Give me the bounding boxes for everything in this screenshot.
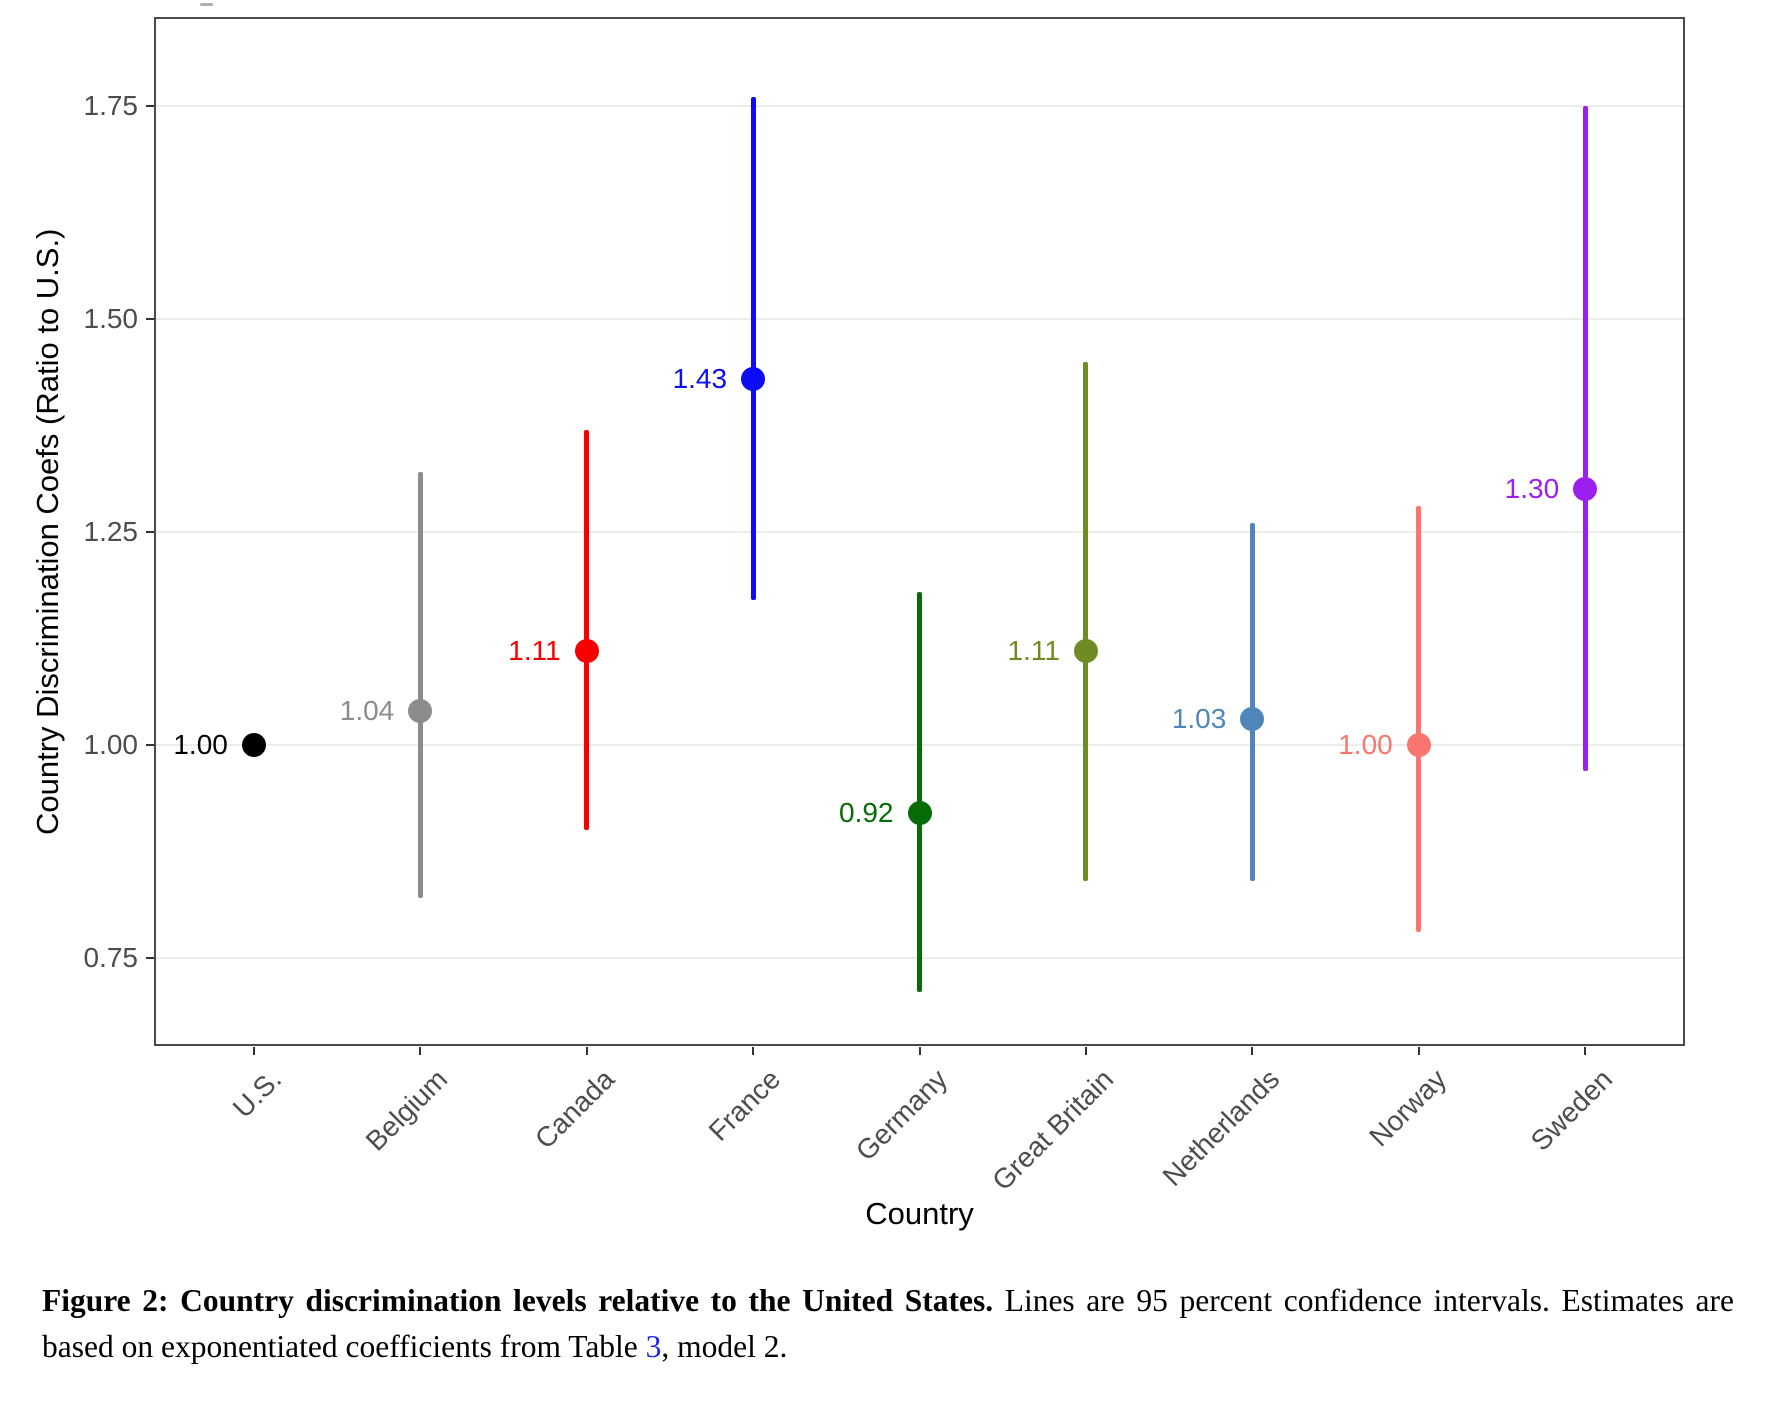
ci-line-france xyxy=(750,97,756,601)
point-norway xyxy=(1406,733,1431,757)
caption-bold-text: Country discrimination levels relative t… xyxy=(180,1283,994,1318)
x-axis-tick xyxy=(1417,1047,1420,1055)
x-axis-tick xyxy=(252,1047,255,1055)
x-tick-label: France xyxy=(702,1063,787,1147)
point-canada xyxy=(574,639,599,664)
point-great-britain xyxy=(1073,639,1098,664)
x-axis-tick xyxy=(918,1047,921,1055)
value-label: 1.00 xyxy=(1338,729,1393,760)
x-tick-label: Norway xyxy=(1362,1063,1452,1153)
x-tick-label: Canada xyxy=(528,1063,620,1155)
value-label: 1.11 xyxy=(1007,635,1060,667)
table-3-link[interactable]: 3 xyxy=(645,1329,662,1364)
y-tick-label: 1.00 xyxy=(83,729,139,760)
value-label: 0.92 xyxy=(839,797,894,829)
value-label: 1.11 xyxy=(508,635,561,667)
ci-line-netherlands xyxy=(1249,523,1255,882)
x-tick-label: U.S. xyxy=(226,1063,288,1124)
caption-text-before-link: Lines are 95 percent confidence interval… xyxy=(42,1283,1735,1364)
y-axis-tick xyxy=(146,531,154,533)
value-label: 1.00 xyxy=(173,729,228,760)
x-axis-tick xyxy=(1084,1047,1087,1055)
point-netherlands xyxy=(1240,707,1265,732)
value-label: 1.30 xyxy=(1504,473,1560,505)
stray-mark xyxy=(200,3,213,6)
point-belgium xyxy=(408,698,433,723)
x-axis-tick xyxy=(419,1047,422,1055)
y-gridline xyxy=(156,105,1683,107)
ci-line-great-britain xyxy=(1083,361,1089,882)
ci-line-sweden xyxy=(1582,106,1588,771)
x-tick-label: Germany xyxy=(849,1063,953,1167)
y-gridline xyxy=(156,531,1683,533)
ci-line-germany xyxy=(917,591,922,993)
y-axis-tick xyxy=(146,957,154,959)
x-tick-label: Netherlands xyxy=(1156,1063,1286,1192)
x-tick-label: Sweden xyxy=(1524,1063,1619,1157)
y-tick-label: 1.75 xyxy=(83,90,139,121)
x-axis-title: Country xyxy=(865,1196,974,1231)
x-tick-label: Great Britain xyxy=(986,1063,1120,1197)
ci-line-canada xyxy=(584,429,590,831)
y-tick-label: 1.50 xyxy=(83,303,139,334)
caption-text-after-link: , model 2. xyxy=(661,1329,788,1364)
figure-caption: Figure 2: Country discrimination levels … xyxy=(42,1278,1734,1370)
point-germany xyxy=(907,801,932,826)
y-axis-tick xyxy=(146,105,154,107)
ci-line-belgium xyxy=(417,472,423,899)
y-axis-tick xyxy=(146,318,154,320)
ci-line-norway xyxy=(1416,506,1422,933)
value-label: 1.04 xyxy=(339,694,395,726)
x-axis-tick xyxy=(1584,1047,1587,1055)
caption-figure-label: Figure 2: xyxy=(42,1283,169,1318)
y-gridline xyxy=(156,318,1683,320)
y-axis-tick xyxy=(146,744,154,746)
x-tick-label: Belgium xyxy=(360,1063,454,1157)
x-axis-tick xyxy=(1251,1047,1254,1055)
x-axis-tick xyxy=(585,1047,588,1055)
point-sweden xyxy=(1573,477,1598,502)
value-label: 1.43 xyxy=(672,362,728,394)
point-u-s- xyxy=(241,733,266,757)
x-axis-tick xyxy=(752,1047,755,1055)
y-tick-label: 1.25 xyxy=(83,516,139,547)
point-france xyxy=(741,366,766,391)
value-label: 1.03 xyxy=(1171,703,1227,735)
y-tick-label: 0.75 xyxy=(83,942,139,973)
